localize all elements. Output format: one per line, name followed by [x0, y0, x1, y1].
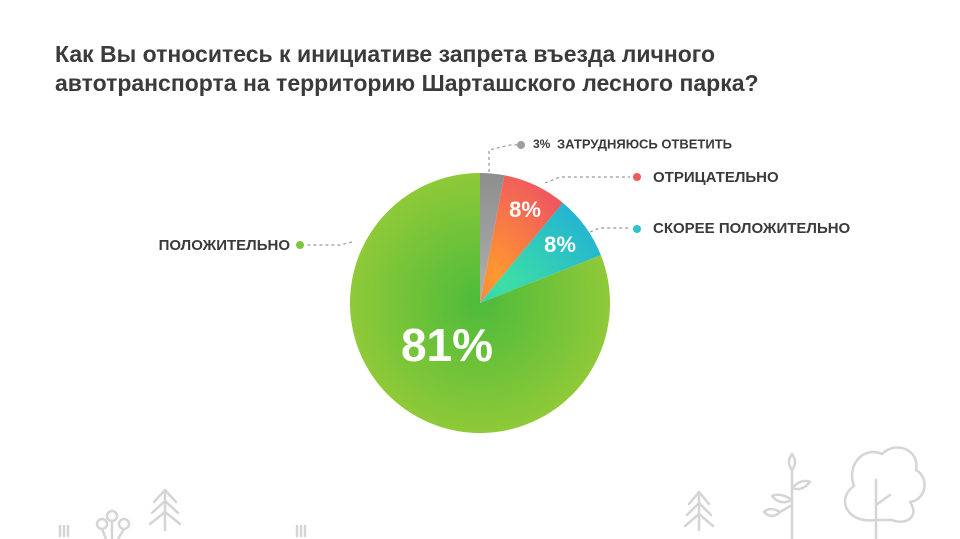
sapling-icon	[762, 452, 812, 539]
pct-label-positive: 81%	[401, 319, 493, 371]
slice-undecided	[480, 173, 505, 303]
fir-tree-icon	[683, 490, 715, 532]
legend-dot-positive	[296, 241, 304, 249]
slice-negative	[480, 175, 563, 303]
leader-rather-positive	[589, 227, 630, 233]
category-label-positive: ПОЛОЖИТЕЛЬНО	[159, 237, 291, 254]
leader-positive	[306, 241, 353, 246]
chart-title: Как Вы относитесь к инициативе запрета в…	[55, 40, 915, 98]
category-label-negative: ОТРИЦАТЕЛЬНО	[653, 169, 779, 186]
slice-positive	[350, 173, 611, 433]
legend-dot-negative	[633, 173, 641, 181]
grass-icon	[58, 524, 70, 538]
pct-label-rather-positive: 8%	[544, 232, 576, 257]
bush-icon	[95, 509, 131, 539]
leader-undecided	[488, 144, 518, 172]
chart-title-line-2: автотранспорта на территорию Шарташского…	[55, 70, 759, 96]
category-label-rather-positive: СКОРЕЕ ПОЛОЖИТЕЛЬНО	[653, 220, 851, 237]
legend-dot-undecided	[517, 141, 525, 149]
chart-title-line-1: Как Вы относитесь к инициативе запрета в…	[55, 41, 716, 67]
grass-icon	[295, 524, 307, 538]
leader-negative	[544, 176, 630, 184]
category-label-undecided: ЗАТРУДНЯЮСЬ ОТВЕТИТЬ	[557, 136, 732, 151]
legend-dot-rather-positive	[633, 225, 641, 233]
pct-label-negative: 8%	[509, 197, 541, 222]
slice-rather-positive	[480, 202, 601, 303]
pct-label-undecided: 3%	[533, 137, 551, 151]
deciduous-tree-icon	[843, 446, 926, 539]
fir-tree-icon	[148, 488, 182, 532]
